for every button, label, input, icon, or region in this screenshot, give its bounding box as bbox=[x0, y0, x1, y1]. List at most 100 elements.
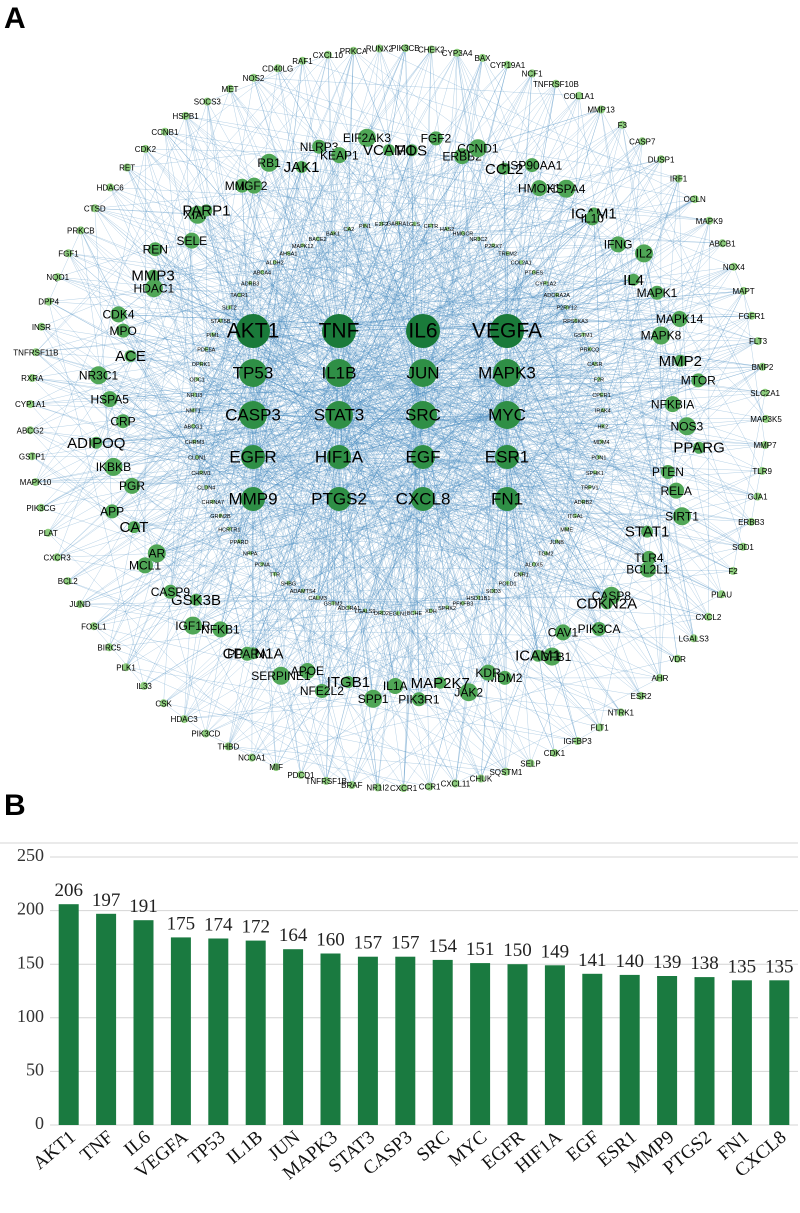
node-label-hspa4: HSPA4 bbox=[547, 182, 586, 196]
node-adora1 bbox=[346, 605, 351, 610]
node-cxcl10 bbox=[323, 50, 332, 59]
node-label-casp3: CASP3 bbox=[225, 405, 281, 424]
node-col1a1 bbox=[575, 91, 583, 100]
bar-myc bbox=[470, 963, 491, 1125]
node-gsk3b bbox=[190, 593, 202, 606]
node-label-sphk1: SPHK1 bbox=[586, 471, 604, 477]
node-label-hspb1: HSPB1 bbox=[172, 112, 199, 121]
node-plau bbox=[717, 590, 726, 599]
node-mcl1 bbox=[137, 557, 153, 574]
node-label-lgals3: LGALS3 bbox=[679, 634, 710, 643]
node-label-pik3cb: PIK3CB bbox=[391, 44, 419, 53]
node-label-cyp3a4: CYP3A4 bbox=[442, 49, 473, 58]
node-cd40lg bbox=[273, 64, 282, 73]
node-label-cyp1a2: CYP1A2 bbox=[535, 281, 556, 287]
node-nr3c1 bbox=[89, 366, 108, 385]
node-label-eif2ak3: EIF2AK3 bbox=[343, 131, 391, 145]
degree-bar-chart: 0 50 100 150 200 250 206 197 191 175 174 172 164 160… bbox=[0, 842, 798, 1185]
node-label-esr2: ESR2 bbox=[631, 692, 652, 701]
node-adrb2 bbox=[581, 499, 586, 504]
node-stat1 bbox=[641, 525, 654, 538]
node-label-adora1: ADORA1 bbox=[338, 606, 361, 612]
node-mapt bbox=[739, 286, 748, 295]
node-label-stat3: STAT3 bbox=[314, 405, 364, 424]
node-label-junb: JUNB bbox=[550, 540, 565, 546]
node-cdk1 bbox=[550, 748, 559, 757]
node-ahr bbox=[655, 673, 664, 682]
node-jun bbox=[409, 359, 437, 387]
node-cxcl11 bbox=[451, 779, 460, 788]
node-label-nfe2l2: NFE2L2 bbox=[300, 684, 344, 698]
node-label-mmp9: MMP9 bbox=[228, 489, 277, 508]
node-akt1 bbox=[236, 314, 270, 348]
node-label-il4: IL4 bbox=[623, 272, 644, 289]
node-flt1 bbox=[595, 723, 604, 732]
node-label-ocln: OCLN bbox=[684, 195, 706, 204]
node-label-chrna7: CHRNA7 bbox=[201, 500, 224, 506]
node-label-rb1: RB1 bbox=[257, 156, 281, 170]
node-label-alox5: ALOX5 bbox=[525, 562, 543, 568]
bar-il1b bbox=[245, 940, 266, 1125]
node-label-f2r: F2R bbox=[594, 377, 604, 383]
node-dpp4 bbox=[44, 297, 53, 306]
node-eif2ak3 bbox=[357, 128, 376, 147]
node-nlrp3 bbox=[312, 139, 327, 154]
node-label-ace: ACE bbox=[115, 348, 146, 365]
node-label-nox4: NOX4 bbox=[723, 263, 745, 272]
node-casp7 bbox=[638, 137, 647, 146]
node-ppard bbox=[237, 539, 242, 544]
bar-egfr bbox=[507, 964, 528, 1125]
node-hspb1 bbox=[181, 111, 190, 120]
node-il6 bbox=[406, 314, 440, 348]
node-plat bbox=[44, 528, 53, 537]
node-label-bak1: BAK1 bbox=[326, 231, 340, 237]
node-label-cper1: CPER1 bbox=[592, 393, 610, 399]
node-cldn4 bbox=[204, 485, 209, 490]
node-label-mmp7: MMP7 bbox=[753, 441, 777, 450]
node-label-braf: BRAF bbox=[341, 781, 362, 790]
bar-jun bbox=[283, 949, 304, 1125]
node-hdac1 bbox=[144, 279, 163, 298]
node-label-jund: JUND bbox=[69, 600, 91, 609]
node-label-irak4: IRAK4 bbox=[595, 409, 611, 415]
node-gja1 bbox=[753, 492, 762, 501]
node-label-cftr: CFTR bbox=[424, 224, 439, 230]
node-fosl1 bbox=[89, 622, 98, 631]
bar-value-egf: 141 bbox=[578, 950, 607, 971]
node-mmp3 bbox=[147, 269, 160, 282]
node-pten bbox=[660, 465, 675, 479]
bar-akt1 bbox=[58, 904, 79, 1125]
node-ace bbox=[124, 350, 137, 362]
node-label-ncf1: NCF1 bbox=[522, 70, 543, 79]
node-tgm2 bbox=[543, 551, 548, 556]
node-label-cdk1: CDK1 bbox=[544, 749, 566, 758]
node-label-pold1: POLD1 bbox=[499, 581, 517, 587]
node-ren bbox=[148, 242, 163, 257]
node-sqstm1 bbox=[501, 767, 510, 776]
node-label-plau: PLAU bbox=[711, 590, 732, 599]
node-label-gls: GLS bbox=[409, 222, 420, 228]
node-gls bbox=[412, 221, 417, 226]
node-label-mapt: MAPT bbox=[732, 287, 754, 296]
node-il4 bbox=[627, 273, 640, 286]
node-nmt1 bbox=[191, 408, 196, 413]
node-ntrk1 bbox=[616, 708, 625, 717]
bar-hif1a bbox=[544, 965, 565, 1125]
node-tnf bbox=[322, 314, 356, 348]
node-cyp19a1 bbox=[503, 60, 512, 69]
node-cxcr1 bbox=[399, 784, 408, 792]
node-map2k7 bbox=[434, 676, 447, 689]
node-label-nr1i3: NR1I3 bbox=[187, 393, 203, 399]
bar-value-casp3: 157 bbox=[391, 933, 420, 954]
node-sele bbox=[183, 232, 200, 249]
bar-value-ptgs2: 138 bbox=[690, 953, 719, 974]
node-prkcb bbox=[76, 226, 85, 235]
node-label-nr1i2: NR1I2 bbox=[366, 784, 389, 793]
node-serpine1 bbox=[271, 666, 290, 685]
node-label-mapk12: MAPK12 bbox=[292, 244, 314, 250]
node-cdk2 bbox=[141, 144, 150, 153]
node-label-spp1: SPP1 bbox=[358, 692, 389, 706]
node-met bbox=[226, 84, 234, 93]
node-label-mapk1: MAPK1 bbox=[637, 286, 678, 300]
